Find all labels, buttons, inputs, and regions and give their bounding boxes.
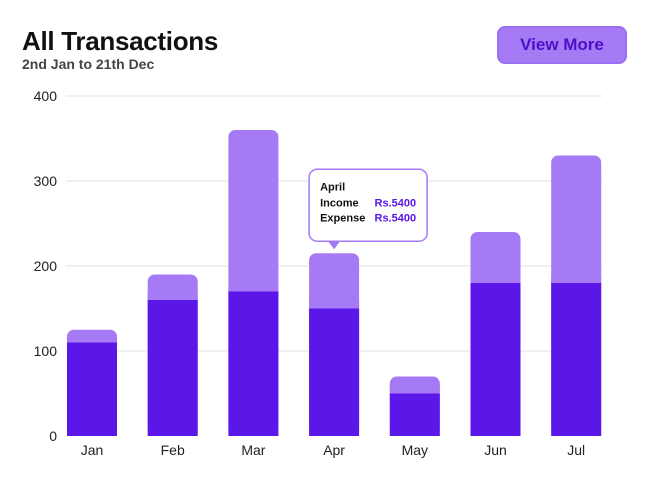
tooltip-title: April: [320, 181, 345, 193]
bar-expense-fill: [470, 275, 521, 283]
y-tick-label: 200: [34, 258, 58, 274]
bar-income: [147, 300, 198, 436]
bar-expense-fill: [389, 385, 440, 394]
bar-expense-fill: [67, 334, 117, 343]
x-tick-label: Apr: [323, 442, 345, 458]
bar-income: [389, 393, 440, 436]
bar-expense-fill: [309, 300, 360, 309]
x-tick-label: Jun: [484, 442, 507, 458]
page-title: All Transactions: [22, 26, 219, 56]
y-tick-label: 100: [34, 343, 58, 359]
bar-tooltip: April Income Rs.5400 Expense Rs.5400: [308, 168, 428, 250]
bar-income: [67, 342, 117, 436]
date-range-subtitle: 2nd Jan to 21th Dec: [22, 56, 155, 72]
view-more-button[interactable]: View More: [497, 26, 627, 64]
y-tick-label: 0: [49, 428, 57, 444]
bar-income: [228, 291, 279, 436]
tooltip-row-label: Expense: [320, 212, 365, 224]
bar-income: [309, 308, 360, 436]
tooltip-pointer: [328, 241, 341, 250]
tooltip-box: [308, 168, 428, 242]
bar-expense-fill: [228, 283, 279, 292]
tooltip-row-value: Rs.5400: [375, 197, 417, 209]
y-tick-label: 300: [34, 173, 58, 189]
bar-income: [470, 283, 521, 436]
x-tick-label: Feb: [161, 442, 185, 458]
bar-income: [551, 283, 602, 436]
tooltip-row-label: Income: [320, 197, 359, 209]
x-tick-label: Mar: [241, 442, 265, 458]
bar-expense-fill: [551, 275, 602, 283]
x-tick-label: Jul: [567, 442, 585, 458]
tooltip-row-value: Rs.5400: [375, 212, 417, 224]
x-tick-label: Jan: [81, 442, 104, 458]
y-tick-label: 400: [34, 88, 58, 104]
x-tick-label: May: [402, 442, 428, 458]
bar-expense-fill: [147, 292, 198, 300]
